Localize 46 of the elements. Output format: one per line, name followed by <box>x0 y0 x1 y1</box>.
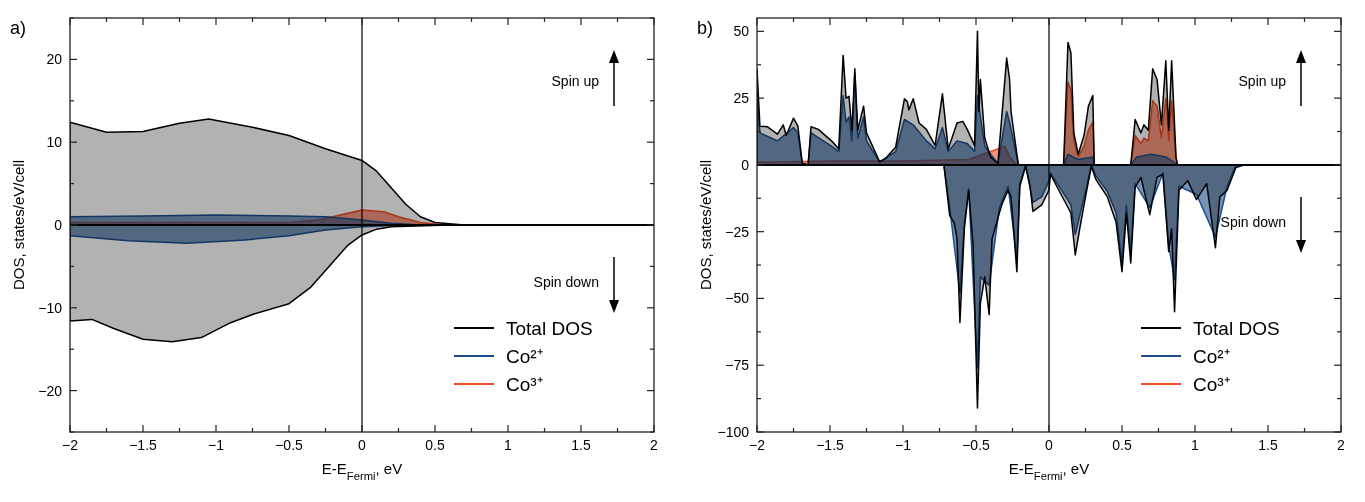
y-axis-title: DOS, states/eV/cell <box>10 159 27 291</box>
legend-label: Co²⁺ <box>1193 346 1230 367</box>
x-axis-title: E-E$_{Fermi}$, eV <box>321 460 403 482</box>
y-tick-label: 0 <box>741 156 750 173</box>
x-tick-label: 1.5 <box>1258 437 1278 453</box>
y-tick-label: 20 <box>46 51 63 68</box>
y-tick-label: −50 <box>725 290 750 307</box>
x-tick-label: 1.5 <box>571 437 591 453</box>
x-axis-title: E-E$_{Fermi}$, eV <box>1008 460 1090 482</box>
annotation: Spin down <box>1220 213 1286 230</box>
y-tick-label: −10 <box>38 299 63 316</box>
x-tick-label: 0 <box>358 437 367 453</box>
x-tick-label: −1 <box>208 437 225 453</box>
x-tick-label: 2 <box>1337 437 1346 453</box>
x-tick-label: −2 <box>62 437 79 453</box>
annotation: Spin down <box>533 274 599 290</box>
x-tick-label: −1.5 <box>816 437 845 453</box>
x-tick-label: 0.5 <box>425 437 445 453</box>
y-tick-label: 0 <box>54 217 63 233</box>
x-tick-label: 1 <box>1191 437 1200 453</box>
annotation: Spin up <box>1238 73 1287 89</box>
x-tick-label: −1.5 <box>129 437 158 453</box>
legend-label: Co²⁺ <box>506 346 543 367</box>
x-tick-label: −0.5 <box>962 437 991 453</box>
x-tick-label: 0 <box>1045 437 1054 453</box>
y-tick-label: −100 <box>717 424 750 440</box>
x-tick-label: 1 <box>504 437 513 453</box>
annotation: Spin up <box>551 73 600 89</box>
x-tick-label: 0.5 <box>1112 437 1132 453</box>
legend-label: Co³⁺ <box>506 374 543 395</box>
legend-label: Co³⁺ <box>1193 374 1230 395</box>
y-tick-label: −75 <box>725 357 750 374</box>
x-tick-label: −2 <box>749 437 766 453</box>
y-tick-label: 10 <box>46 134 63 151</box>
y-tick-label: −20 <box>38 382 63 399</box>
legend-label: Total DOS <box>1193 318 1280 339</box>
x-tick-label: −0.5 <box>275 437 304 453</box>
text: a) <box>10 18 27 38</box>
text: b) <box>697 18 714 38</box>
y-tick-label: 50 <box>733 23 750 40</box>
y-tick-label: 25 <box>733 90 750 107</box>
x-tick-label: −1 <box>895 437 912 453</box>
x-tick-label: 2 <box>650 437 659 453</box>
legend-label: Total DOS <box>506 318 593 339</box>
y-tick-label: −25 <box>725 223 750 240</box>
y-axis-title: DOS, states/eV/cell <box>697 159 714 291</box>
